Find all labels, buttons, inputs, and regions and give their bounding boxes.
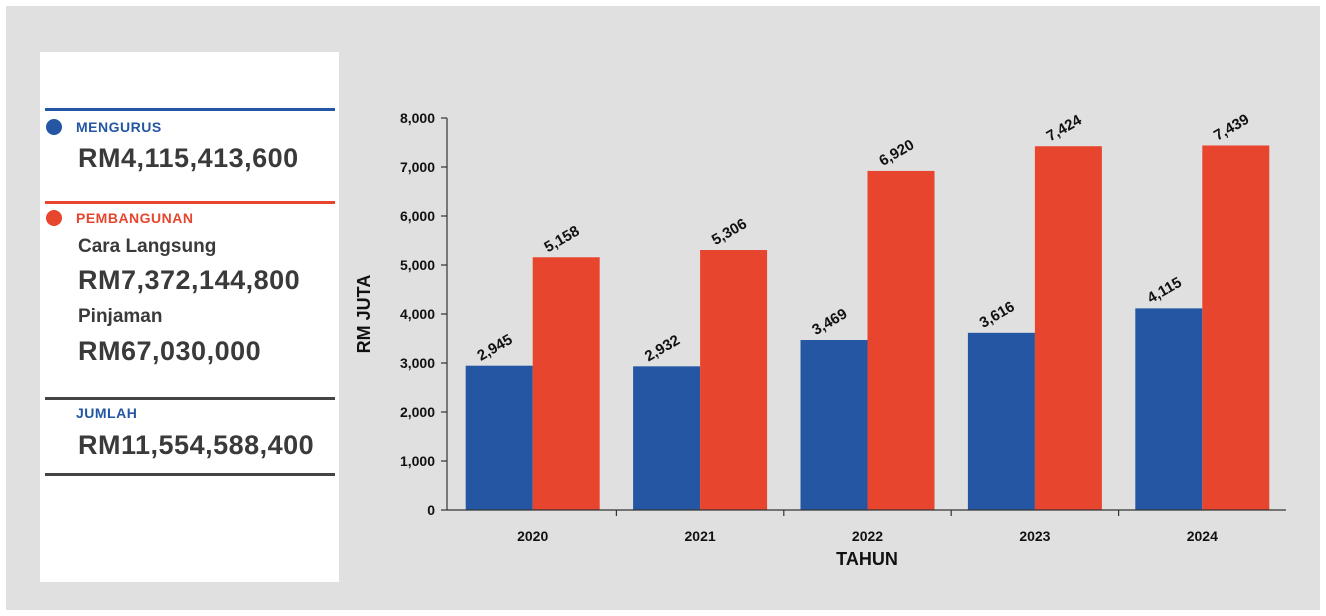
y-tick-label: 5,000	[400, 257, 435, 273]
y-axis: 0 1,000 2,000 3,000 4,000 5,000 6,000 7,000 8,00…	[400, 110, 448, 518]
jumlah-rule	[45, 397, 335, 400]
value-label-pembangunan-2022: 6,920	[876, 136, 917, 169]
y-tick-label: 2,000	[400, 404, 435, 420]
y-tick-label: 6,000	[400, 208, 435, 224]
x-tick-label: 2020	[517, 528, 548, 544]
y-tick-label: 1,000	[400, 453, 435, 469]
pembangunan-legend-dot	[46, 210, 62, 226]
x-tick-label: 2021	[685, 528, 716, 544]
pinjaman-label: Pinjaman	[78, 306, 163, 327]
pembangunan-label: PEMBANGUNAN	[76, 210, 194, 226]
mengurus-legend-dot	[46, 119, 62, 135]
value-label-pembangunan-2023: 7,424	[1044, 111, 1086, 145]
x-tick-label: 2022	[852, 528, 883, 544]
bar-mengurus-2023	[967, 332, 1035, 510]
value-label-pembangunan-2021: 5,306	[709, 215, 750, 248]
value-label-pembangunan-2024: 7,439	[1211, 111, 1252, 144]
cara-langsung-label: Cara Langsung	[78, 236, 217, 257]
y-tick-label: 8,000	[400, 110, 435, 126]
bar-pembangunan-2021	[700, 250, 768, 511]
value-label-mengurus-2022: 3,469	[809, 305, 850, 338]
jumlah-label: JUMLAH	[76, 405, 138, 421]
mengurus-label: MENGURUS	[76, 119, 162, 135]
cara-langsung-amount: RM7,372,144,800	[78, 265, 301, 295]
value-label-mengurus-2024: 4,115	[1144, 274, 1184, 307]
bar-mengurus-2020	[465, 365, 533, 510]
mengurus-amount: RM4,115,413,600	[78, 143, 299, 173]
bar-mengurus-2021	[633, 366, 701, 510]
y-tick-label: 3,000	[400, 355, 435, 371]
bar-pembangunan-2020	[532, 257, 600, 510]
x-tick-label: 2024	[1187, 528, 1218, 544]
pinjaman-amount: RM67,030,000	[78, 336, 262, 366]
mengurus-rule	[45, 108, 335, 111]
bar-pembangunan-2023	[1034, 146, 1102, 510]
x-axis: 2020 2021 2022 2023 2024	[447, 509, 1286, 544]
y-tick-label: 4,000	[400, 306, 435, 322]
bar-pembangunan-2022	[867, 170, 935, 511]
x-tick-label: 2023	[1019, 528, 1050, 544]
y-axis-title: RM JUTA	[354, 275, 374, 354]
y-tick-label: 7,000	[400, 159, 435, 175]
bar-pembangunan-2024	[1202, 145, 1270, 510]
summary-panel	[40, 52, 339, 582]
value-label-mengurus-2021: 2,932	[642, 332, 683, 365]
bar-mengurus-2024	[1135, 308, 1203, 510]
bars: 2,945 5,158 2,932 5,306 3,469 6,920 3,616 7,424…	[465, 111, 1270, 511]
value-label-mengurus-2023: 3,616	[977, 298, 1018, 331]
bottom-rule	[45, 473, 335, 476]
x-axis-title: TAHUN	[836, 549, 898, 569]
bar-mengurus-2022	[800, 340, 868, 510]
value-label-pembangunan-2020: 5,158	[541, 223, 582, 256]
jumlah-amount: RM11,554,588,400	[78, 430, 315, 460]
value-label-mengurus-2020: 2,945	[474, 331, 515, 364]
y-tick-label: 0	[427, 502, 435, 518]
pembangunan-rule	[45, 201, 335, 204]
